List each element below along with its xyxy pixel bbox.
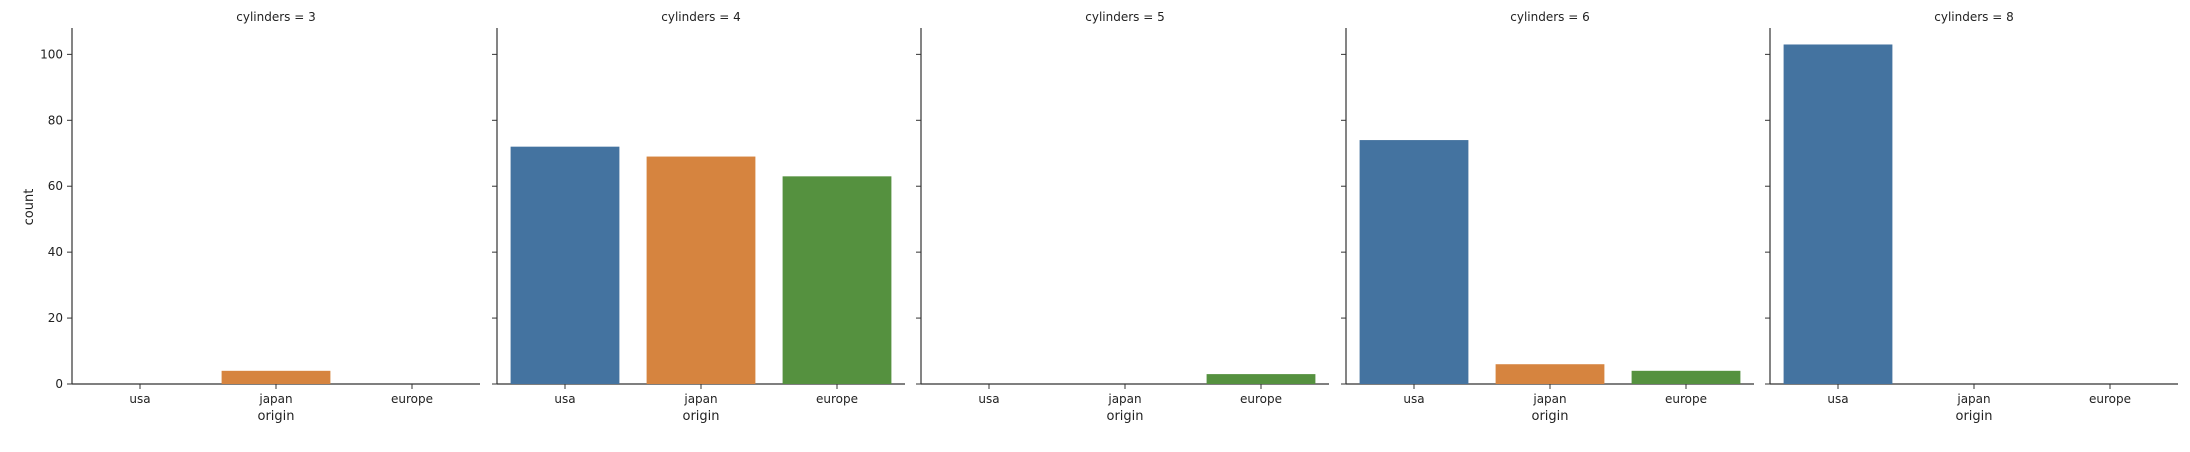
bar-europe	[782, 176, 892, 384]
x-tick-label: japan	[1107, 392, 1141, 406]
x-tick-label: usa	[1827, 392, 1848, 406]
facet-panel: cylinders = 5 usa japan europe origin	[916, 10, 1329, 424]
x-axis-label: origin	[1106, 409, 1143, 424]
y-tick-label: 60	[48, 179, 63, 193]
facet-panel: cylinders = 3 0 20 40 60 80 100 usa japan europe o…	[40, 10, 480, 424]
facet-title: cylinders = 3	[236, 10, 315, 24]
facet-title: cylinders = 4	[661, 10, 740, 24]
facet-panel: cylinders = 8 usa japan europe origin	[1765, 10, 2178, 424]
x-tick-label: usa	[554, 392, 575, 406]
x-tick-label: japan	[258, 392, 292, 406]
bar-europe	[1631, 370, 1741, 384]
bar-usa	[1359, 140, 1469, 384]
x-tick-label: europe	[391, 392, 433, 406]
facet-title: cylinders = 5	[1085, 10, 1164, 24]
y-axis-label: count	[22, 189, 37, 226]
x-tick-label: usa	[1403, 392, 1424, 406]
facet-title: cylinders = 6	[1510, 10, 1589, 24]
x-tick-label: japan	[683, 392, 717, 406]
x-tick-label: europe	[2089, 392, 2131, 406]
x-tick-label: europe	[1240, 392, 1282, 406]
facets-group: cylinders = 3 0 20 40 60 80 100 usa japan europe o…	[40, 10, 2178, 424]
facet-panel: cylinders = 6 usa japan europe origin	[1341, 10, 1754, 424]
bar-usa	[1783, 44, 1893, 385]
y-tick-label: 0	[55, 377, 63, 391]
y-tick-label: 80	[48, 113, 63, 127]
x-axis-label: origin	[682, 409, 719, 424]
y-tick-label: 100	[40, 47, 63, 61]
bar-usa	[510, 146, 620, 384]
x-axis-label: origin	[1955, 409, 1992, 424]
x-tick-label: japan	[1532, 392, 1566, 406]
x-tick-label: europe	[1665, 392, 1707, 406]
y-tick-label: 20	[48, 311, 63, 325]
bar-japan	[1495, 364, 1605, 384]
facet-panel: cylinders = 4 usa japan europe origin	[492, 10, 905, 424]
x-tick-label: usa	[129, 392, 150, 406]
x-tick-label: usa	[978, 392, 999, 406]
bar-japan	[646, 156, 756, 384]
x-axis-label: origin	[257, 409, 294, 424]
y-tick-label: 40	[48, 245, 63, 259]
x-axis-label: origin	[1531, 409, 1568, 424]
bar-japan	[221, 370, 331, 384]
x-tick-label: europe	[816, 392, 858, 406]
x-tick-label: japan	[1956, 392, 1990, 406]
facet-title: cylinders = 8	[1934, 10, 2013, 24]
bar-europe	[1206, 374, 1316, 384]
